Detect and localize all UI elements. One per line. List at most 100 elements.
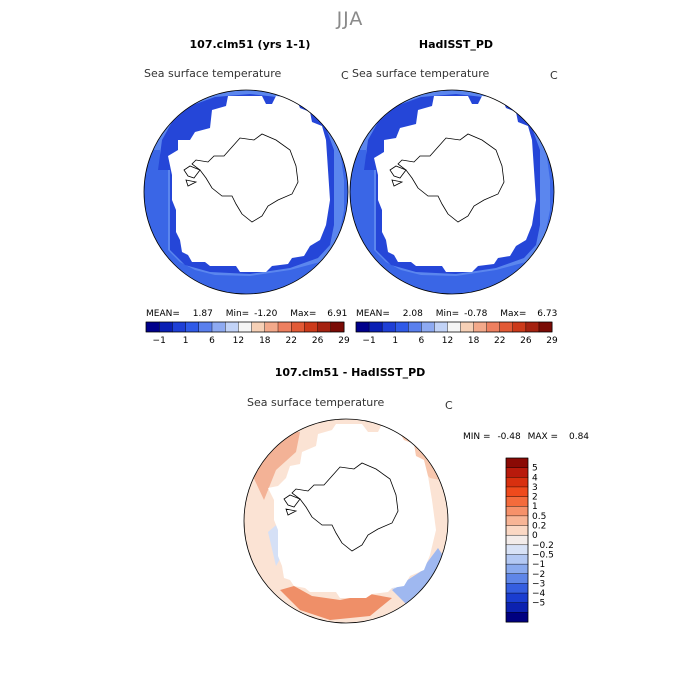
abs-colorbar-1: −1 1 6 12 18 22 26 29 — [145, 321, 350, 346]
colorbar-swatch — [512, 321, 527, 333]
panel-2-units: C — [550, 69, 558, 82]
antarctica-coastline — [191, 133, 299, 223]
colorbar-swatch — [408, 321, 422, 333]
colorbar-tick-label: 3 — [532, 483, 538, 493]
colorbar-swatch — [505, 544, 529, 555]
colorbar-swatch — [505, 506, 529, 517]
colorbar-tick-label: −2 — [532, 570, 545, 580]
mean-value: 2.08 — [402, 309, 423, 319]
colorbar-tick-label: −4 — [532, 589, 546, 599]
colorbar-swatch — [330, 321, 345, 333]
max-label: MAX = — [527, 432, 559, 442]
season-title: JJA — [336, 8, 364, 30]
colorbar-swatch — [277, 321, 292, 333]
colorbar-swatch — [505, 583, 529, 594]
colorbar-swatch — [505, 602, 529, 613]
sea-ice-mask — [268, 424, 436, 598]
colorbar-swatch — [538, 321, 553, 333]
colorbar-tick-label: 1 — [532, 502, 538, 512]
min-value: -0.48 — [497, 432, 521, 442]
colorbar-swatch — [185, 321, 200, 333]
colorbar-swatch — [499, 321, 514, 333]
colorbar-tick-label: −0.2 — [532, 541, 554, 551]
min-value: -1.20 — [254, 309, 278, 319]
colorbar-swatch — [304, 321, 319, 333]
diff-panel-title: 107.clm51 - HadISST_PD — [274, 366, 426, 379]
colorbar-swatch — [505, 515, 529, 527]
max-label: Max= — [290, 309, 317, 319]
colorbar-swatch — [525, 321, 540, 333]
colorbar-swatch — [460, 321, 475, 333]
colorbar-tick-label: 1 — [183, 336, 189, 346]
colorbar-swatch — [434, 321, 448, 333]
diff-stats: MIN = -0.48 MAX = 0.84 — [463, 432, 589, 442]
panel-2-map — [349, 89, 555, 295]
colorbar-swatch — [473, 321, 488, 333]
panel-1-map — [143, 89, 349, 295]
colorbar-tick-label: 12 — [233, 336, 244, 346]
colorbar-swatch — [172, 321, 187, 333]
colorbar-frame — [145, 321, 345, 333]
diff-cool-patch — [392, 548, 446, 606]
colorbar-swatch — [447, 321, 462, 333]
colorbar-swatch — [317, 321, 332, 333]
colorbar-swatch — [368, 321, 383, 333]
panel-2-field-title: Sea surface temperature — [352, 67, 490, 80]
colorbar-tick-label: −1 — [532, 560, 545, 570]
max-value: 6.73 — [537, 309, 558, 319]
colorbar-swatch — [395, 321, 409, 333]
max-label: Max= — [500, 309, 527, 319]
colorbar-swatch — [421, 321, 435, 333]
min-value: -0.78 — [464, 309, 488, 319]
colorbar-swatch — [505, 457, 529, 469]
peninsula-coastline — [389, 165, 407, 187]
colorbar-tick-label: −3 — [532, 579, 545, 589]
colorbar-swatch — [355, 321, 370, 333]
colorbar-tick-label: 2 — [532, 493, 538, 503]
colorbar-tick-label: 29 — [546, 336, 558, 346]
antarctica-coastline — [291, 462, 399, 552]
diff-map — [243, 418, 449, 624]
colorbar-tick-label: 5 — [532, 464, 538, 474]
map-boundary — [243, 418, 449, 624]
colorbar-tick-label: 26 — [520, 336, 532, 346]
colorbar-tick-label: 6 — [418, 336, 424, 346]
diff-units: C — [445, 399, 453, 412]
colorbar-tick-label: 12 — [442, 336, 453, 346]
panel-1-title: 107.clm51 (yrs 1-1) — [189, 38, 311, 51]
colorbar-swatch — [158, 321, 173, 333]
colorbar-tick-label: 4 — [532, 473, 538, 483]
map-boundary — [143, 89, 349, 295]
colorbar-swatch — [291, 321, 305, 333]
diff-field-title: Sea surface temperature — [247, 396, 385, 409]
min-label: Min= — [225, 309, 250, 319]
colorbar-tick-label: 22 — [494, 336, 505, 346]
max-value: 0.84 — [568, 432, 590, 442]
colorbar-tick-label: 0.5 — [532, 512, 546, 522]
mean-value: 1.87 — [192, 309, 213, 319]
colorbar-tick-label: 1 — [392, 336, 398, 346]
mean-label: MEAN= — [146, 309, 180, 319]
colorbar-swatch — [198, 321, 213, 333]
colorbar-tick-label: 18 — [468, 336, 480, 346]
colorbar-swatch — [505, 554, 529, 565]
colorbar-swatch — [381, 321, 396, 333]
colorbar-swatch — [505, 592, 529, 604]
colorbar-swatch — [251, 321, 266, 333]
colorbar-swatch — [505, 563, 529, 575]
colorbar-frame — [355, 321, 553, 333]
colorbar-tick-label: 0 — [532, 531, 538, 541]
colorbar-tick-label: −1 — [362, 336, 375, 346]
panel-1-units: C — [341, 69, 349, 82]
peninsula-coastline — [283, 494, 301, 516]
colorbar-swatch — [505, 612, 529, 623]
colorbar-swatch — [264, 321, 279, 333]
colorbar-tick-label: −5 — [532, 599, 545, 609]
panel-2-stats: MEAN= 2.08 Min= -0.78 Max= 6.73 — [356, 309, 557, 319]
colorbar-swatch — [505, 534, 529, 546]
colorbar-swatch — [211, 321, 226, 333]
antarctica-coastline — [397, 133, 505, 223]
colorbar-tick-label: 29 — [338, 336, 350, 346]
